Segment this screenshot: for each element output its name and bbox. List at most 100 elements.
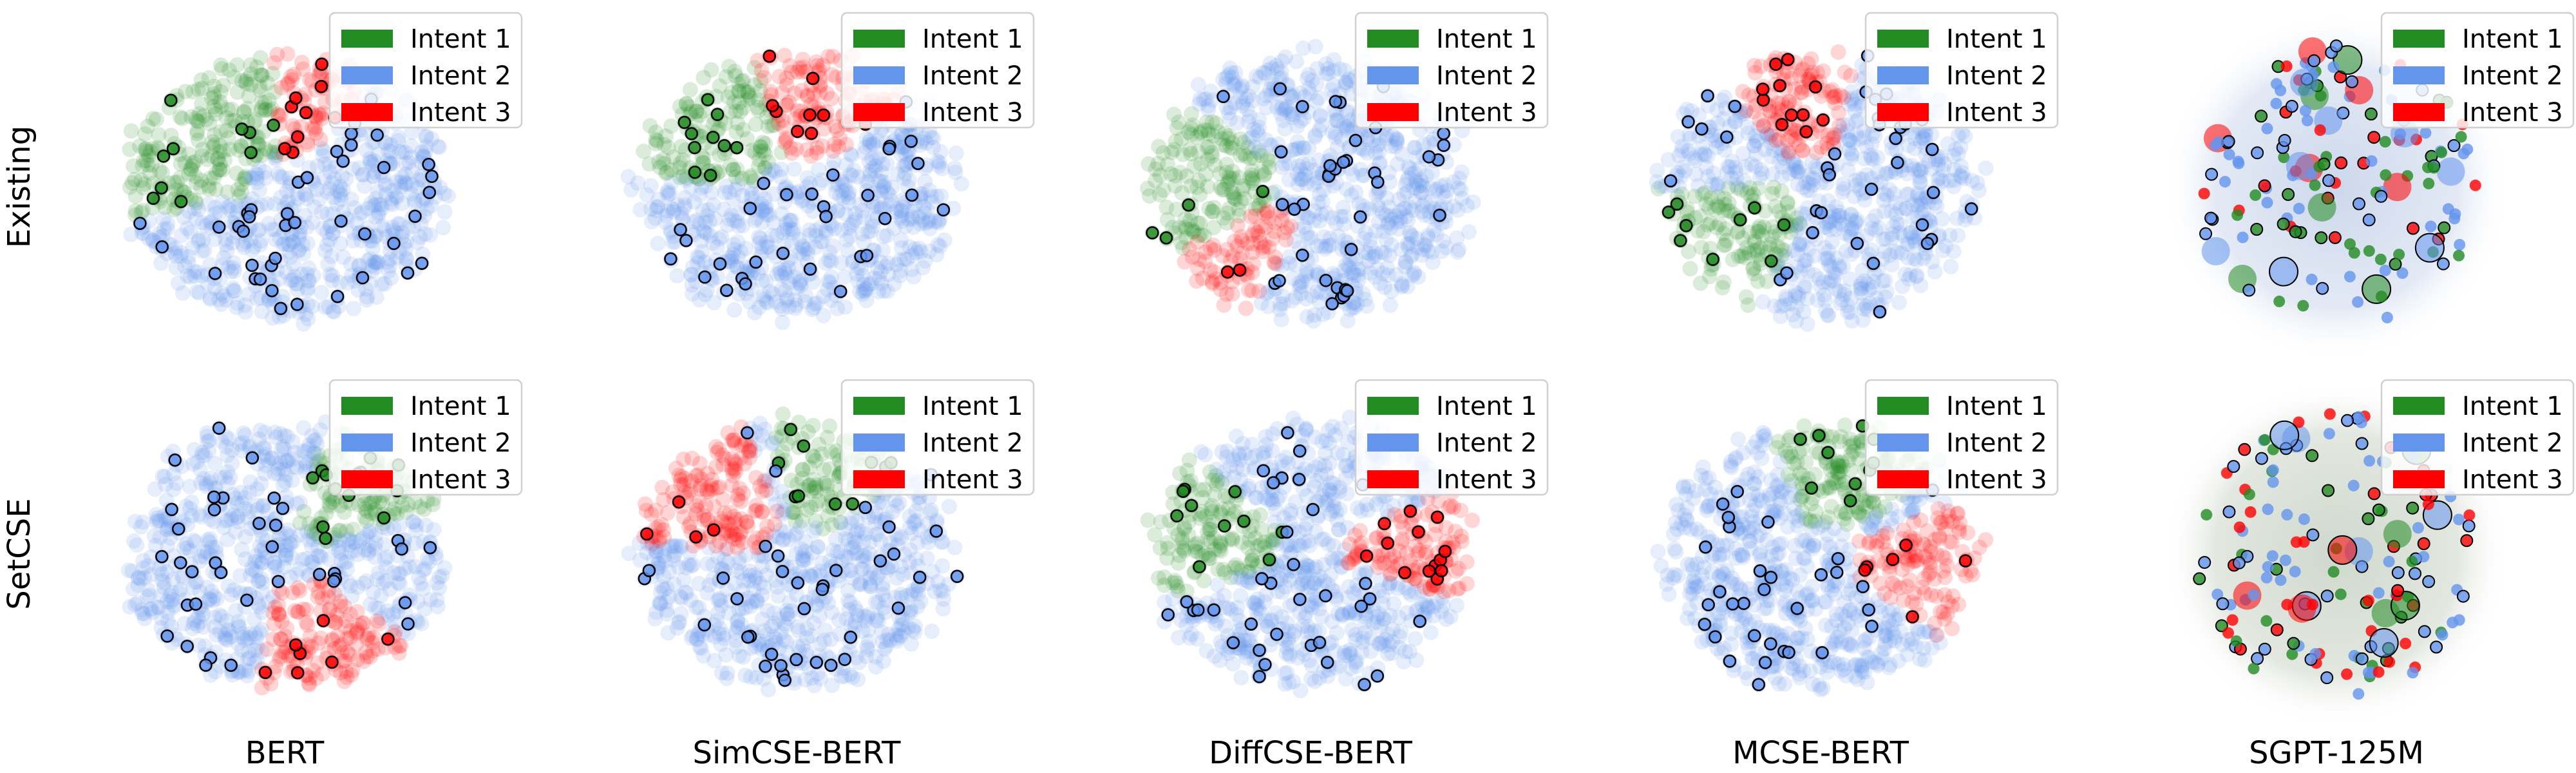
scatter-point <box>2344 271 2356 283</box>
scatter-point <box>1273 312 1289 328</box>
scatter-point <box>1817 303 1833 319</box>
highlighted-point <box>1926 142 1939 157</box>
scatter-point <box>431 139 448 155</box>
scatter-point <box>2297 300 2309 312</box>
scatter-point <box>264 101 280 117</box>
scatter-point <box>243 57 259 73</box>
scatter-point <box>1735 84 1751 100</box>
highlighted-point <box>265 540 279 554</box>
scatter-point <box>229 495 245 511</box>
scatter-point <box>234 176 250 192</box>
highlighted-point <box>1775 118 1789 131</box>
scatter-point <box>307 121 323 137</box>
scatter-point <box>222 141 238 157</box>
scatter-point <box>217 469 233 485</box>
highlighted-point <box>133 216 147 230</box>
scatter-point <box>321 551 337 567</box>
highlighted-point <box>422 158 435 171</box>
highlighted-point <box>860 249 874 262</box>
scatter-point <box>217 152 232 168</box>
scatter-point <box>1868 222 1884 238</box>
scatter-point <box>254 571 269 587</box>
scatter-point <box>1935 162 1951 178</box>
scatter-point <box>155 165 170 180</box>
scatter-point <box>234 184 249 200</box>
legend-label-intent-2: Intent 2 <box>410 428 511 458</box>
highlighted-point <box>882 142 896 156</box>
scatter-point <box>898 218 914 234</box>
highlighted-point <box>245 451 260 465</box>
legend-label-intent-2: Intent 2 <box>2462 61 2563 91</box>
highlighted-point <box>316 520 330 534</box>
highlighted-point <box>1866 256 1880 271</box>
scatter-point <box>191 81 207 97</box>
scatter-point <box>1402 236 1418 252</box>
scatter-point <box>1155 182 1171 198</box>
scatter-point <box>2210 139 2221 151</box>
scatter-point <box>791 60 808 76</box>
scatter-point <box>313 630 329 646</box>
scatter-point <box>1828 281 1844 297</box>
scatter-point <box>1338 181 1354 197</box>
scatter-point <box>169 174 185 190</box>
scatter-point <box>366 169 382 185</box>
scatter-point <box>803 148 819 164</box>
scatter-point <box>122 179 138 195</box>
highlighted-point <box>1274 145 1288 158</box>
scatter-point <box>218 122 234 138</box>
scatter-point <box>412 229 428 245</box>
scatter-point <box>1238 300 1254 316</box>
scatter-point <box>1788 313 1804 329</box>
scatter-point <box>338 613 354 629</box>
scatter-point <box>212 156 228 172</box>
scatter-point <box>2344 238 2356 250</box>
scatter-point <box>140 119 156 135</box>
scatter-point <box>721 59 737 75</box>
scatter-point <box>2455 131 2467 143</box>
scatter-point <box>2423 177 2435 189</box>
scatter-point <box>1747 265 1763 282</box>
highlighted-point <box>165 502 178 517</box>
scatter-point <box>1792 264 1808 280</box>
highlighted-point <box>826 168 840 182</box>
scatter-point <box>936 232 952 248</box>
scatter-point <box>1461 224 1477 240</box>
scatter-point <box>225 283 242 299</box>
scatter-point <box>350 282 366 298</box>
highlighted-point <box>679 234 693 247</box>
scatter-point <box>367 549 383 566</box>
legend-swatch-intent-1 <box>853 30 905 48</box>
scatter-point <box>1351 196 1367 212</box>
scatter-point <box>2374 189 2388 203</box>
scatter-point <box>1293 278 1309 294</box>
scatter-point <box>151 127 167 143</box>
scatter-point <box>2258 179 2271 193</box>
scatter-point <box>2393 249 2405 261</box>
scatter-point <box>201 70 217 86</box>
highlighted-point <box>703 168 717 182</box>
highlighted-point <box>288 216 301 229</box>
highlighted-point <box>1296 248 1309 262</box>
highlighted-point <box>1662 205 1676 219</box>
scatter-point <box>1312 108 1329 124</box>
scatter-point <box>1324 124 1340 140</box>
highlighted-point <box>289 638 303 652</box>
scatter-point <box>172 169 188 186</box>
scatter-point <box>210 151 226 167</box>
scatter-point <box>1682 261 1698 277</box>
scatter-point <box>874 165 890 181</box>
scatter-point <box>389 189 404 205</box>
scatter-point <box>2286 151 2315 180</box>
scatter-point <box>1690 178 1706 194</box>
scatter-point <box>206 127 222 143</box>
highlighted-point <box>1828 147 1842 161</box>
scatter-point <box>177 155 193 171</box>
scatter-point <box>772 69 788 84</box>
highlighted-point <box>688 140 701 155</box>
scatter-point <box>1401 160 1417 177</box>
highlighted-point <box>1823 168 1836 182</box>
highlighted-point <box>1806 225 1819 240</box>
